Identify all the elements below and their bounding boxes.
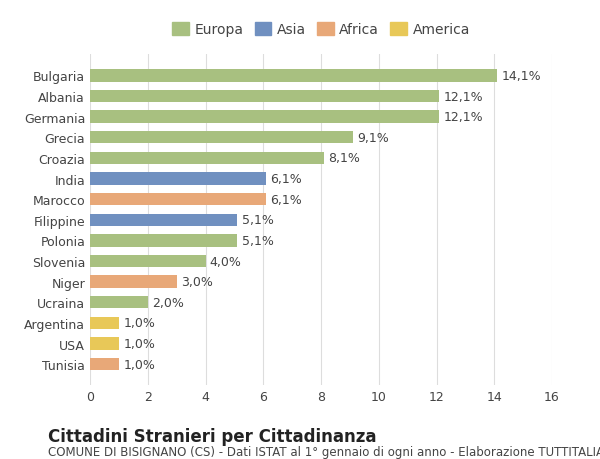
Bar xyxy=(90,70,497,83)
Legend: Europa, Asia, Africa, America: Europa, Asia, Africa, America xyxy=(168,19,474,41)
Text: Cittadini Stranieri per Cittadinanza: Cittadini Stranieri per Cittadinanza xyxy=(48,427,377,445)
Text: 6,1%: 6,1% xyxy=(271,193,302,206)
Text: 3,0%: 3,0% xyxy=(181,275,213,289)
Bar xyxy=(90,235,237,247)
Bar xyxy=(90,132,353,144)
Text: 14,1%: 14,1% xyxy=(502,70,541,83)
Bar xyxy=(90,152,324,165)
Bar xyxy=(90,297,148,309)
Text: 12,1%: 12,1% xyxy=(444,111,484,124)
Bar xyxy=(90,358,119,370)
Bar xyxy=(90,194,266,206)
Text: COMUNE DI BISIGNANO (CS) - Dati ISTAT al 1° gennaio di ogni anno - Elaborazione : COMUNE DI BISIGNANO (CS) - Dati ISTAT al… xyxy=(48,445,600,458)
Text: 1,0%: 1,0% xyxy=(123,317,155,330)
Text: 9,1%: 9,1% xyxy=(357,132,389,145)
Text: 2,0%: 2,0% xyxy=(152,296,184,309)
Text: 5,1%: 5,1% xyxy=(242,214,274,227)
Bar xyxy=(90,111,439,123)
Bar xyxy=(90,317,119,330)
Bar xyxy=(90,276,176,288)
Bar xyxy=(90,214,237,226)
Text: 5,1%: 5,1% xyxy=(242,235,274,247)
Text: 12,1%: 12,1% xyxy=(444,90,484,103)
Text: 4,0%: 4,0% xyxy=(210,255,242,268)
Text: 8,1%: 8,1% xyxy=(328,152,360,165)
Bar xyxy=(90,255,205,268)
Text: 6,1%: 6,1% xyxy=(271,173,302,185)
Text: 1,0%: 1,0% xyxy=(123,337,155,350)
Bar xyxy=(90,173,266,185)
Text: 1,0%: 1,0% xyxy=(123,358,155,371)
Bar xyxy=(90,338,119,350)
Bar xyxy=(90,91,439,103)
